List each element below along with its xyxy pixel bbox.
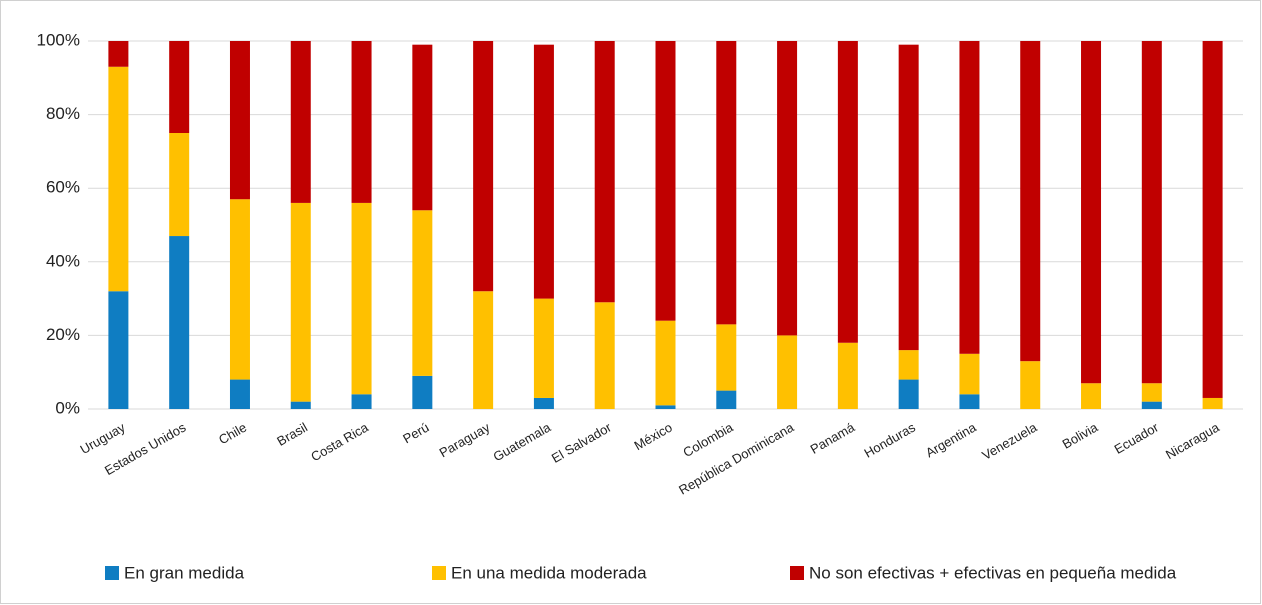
y-tick-label: 80% xyxy=(46,104,80,123)
bar-segment xyxy=(1081,41,1102,384)
legend-label: En una medida moderada xyxy=(451,563,647,582)
bar-segment xyxy=(655,405,676,409)
bar-segment xyxy=(351,41,372,203)
bar-segment xyxy=(837,342,858,409)
bar-segment xyxy=(1081,383,1102,409)
bar-segment xyxy=(837,41,858,343)
bar-segment xyxy=(169,41,190,133)
bar-segment xyxy=(898,44,919,351)
bar-segment xyxy=(898,350,919,380)
bar-segment xyxy=(351,202,372,395)
bar-segment xyxy=(351,394,372,409)
bar-segment xyxy=(290,41,311,203)
bar-segment xyxy=(959,394,980,409)
bar-segment xyxy=(169,236,190,409)
legend-swatch xyxy=(105,566,119,580)
bar-segment xyxy=(655,41,676,321)
bar-segment xyxy=(533,397,554,409)
bar-segment xyxy=(169,133,190,237)
bar-segment xyxy=(473,291,494,409)
bar-segment xyxy=(1020,41,1041,362)
bar-segment xyxy=(108,66,129,292)
bar-segment xyxy=(412,44,433,211)
bar-segment xyxy=(290,202,311,402)
legend-label: En gran medida xyxy=(124,563,245,582)
bar-segment xyxy=(898,379,919,409)
y-tick-label: 40% xyxy=(46,251,80,270)
bar-segment xyxy=(290,401,311,409)
bar-segment xyxy=(1202,41,1223,398)
bar-segment xyxy=(716,324,737,391)
bar-segment xyxy=(533,298,554,398)
legend-swatch xyxy=(790,566,804,580)
bar-segment xyxy=(716,41,737,325)
bar-segment xyxy=(655,320,676,406)
bar-segment xyxy=(108,41,129,67)
y-tick-label: 20% xyxy=(46,325,80,344)
bar-segment xyxy=(594,302,615,409)
y-tick-label: 100% xyxy=(37,30,80,49)
bar-segment xyxy=(1020,361,1041,409)
bar-segment xyxy=(412,375,433,409)
bar-segment xyxy=(1202,397,1223,409)
bar-segment xyxy=(777,41,798,336)
bar-segment xyxy=(959,41,980,354)
bar-segment xyxy=(533,44,554,299)
legend-swatch xyxy=(432,566,446,580)
bar-segment xyxy=(594,41,615,303)
bar-segment xyxy=(412,210,433,376)
bar-segment xyxy=(1141,41,1162,384)
bar-segment xyxy=(473,41,494,292)
bar-segment xyxy=(777,335,798,409)
bar-segment xyxy=(229,379,250,409)
bar-segment xyxy=(1141,401,1162,409)
bar-segment xyxy=(229,41,250,200)
legend-label: No son efectivas + efectivas en pequeña … xyxy=(809,563,1177,582)
bar-segment xyxy=(108,291,129,409)
bar-segment xyxy=(716,390,737,409)
y-tick-label: 0% xyxy=(55,398,80,417)
bar-segment xyxy=(229,199,250,380)
bar-segment xyxy=(1141,383,1162,402)
bar-segment xyxy=(959,353,980,395)
y-tick-label: 60% xyxy=(46,178,80,197)
